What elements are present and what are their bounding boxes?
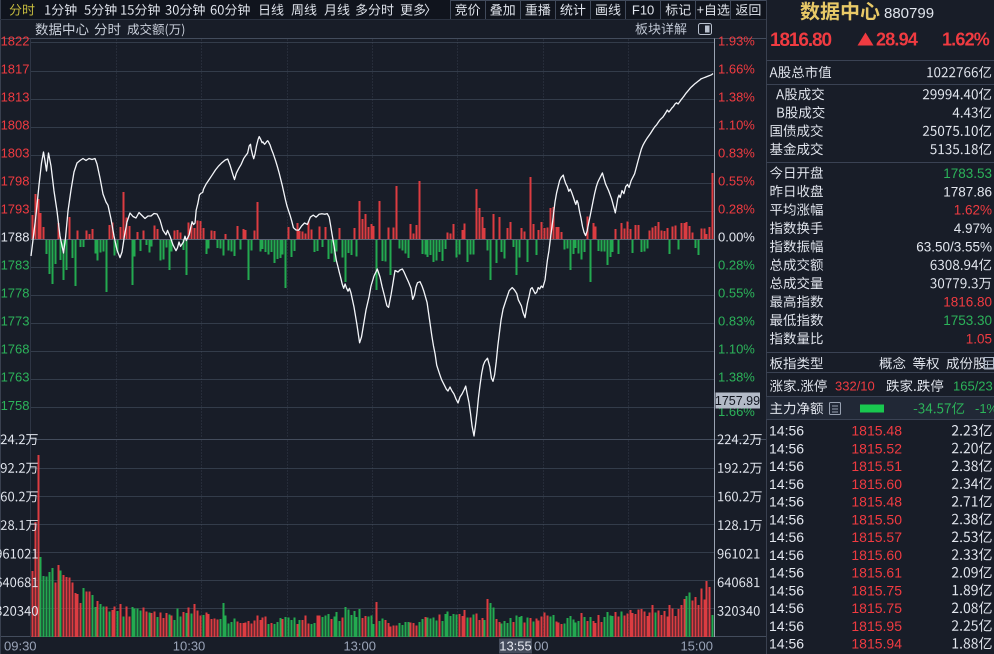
svg-text:14:56: 14:56	[769, 494, 804, 510]
svg-text:09:30: 09:30	[4, 639, 37, 654]
svg-text:F10: F10	[632, 3, 654, 18]
svg-text:1783: 1783	[1, 258, 30, 273]
svg-text:4.97%: 4.97%	[954, 221, 992, 236]
svg-text:1815.94: 1815.94	[851, 636, 902, 652]
svg-text:1773: 1773	[1, 314, 30, 329]
svg-text:14:56: 14:56	[769, 600, 804, 616]
svg-text:13:55: 13:55	[499, 639, 532, 654]
svg-text:1.62%: 1.62%	[954, 203, 992, 218]
svg-text:0.55%: 0.55%	[718, 174, 755, 189]
svg-text:1798: 1798	[1, 174, 30, 189]
svg-text:1763: 1763	[1, 370, 30, 385]
svg-text:332/10: 332/10	[835, 379, 875, 394]
svg-text:1815.48: 1815.48	[851, 494, 902, 510]
svg-text:63.50/3.55%: 63.50/3.55%	[916, 240, 992, 255]
svg-text:15:00: 15:00	[680, 639, 713, 654]
svg-text:1787.86: 1787.86	[943, 184, 992, 199]
svg-text:13:00: 13:00	[343, 639, 376, 654]
svg-text:1815.75: 1815.75	[851, 600, 902, 616]
svg-text:1793: 1793	[1, 202, 30, 217]
svg-text:1768: 1768	[1, 342, 30, 357]
svg-text:14:56: 14:56	[769, 440, 804, 456]
svg-text:1815.48: 1815.48	[851, 423, 902, 439]
svg-text:1815.61: 1815.61	[851, 565, 902, 581]
svg-text:1.05: 1.05	[966, 332, 992, 347]
svg-text:1.10%: 1.10%	[718, 342, 755, 357]
svg-text:14:56: 14:56	[769, 458, 804, 474]
svg-text:1778: 1778	[1, 286, 30, 301]
svg-text:0.83%: 0.83%	[718, 146, 755, 161]
svg-text:1.38%: 1.38%	[718, 370, 755, 385]
svg-text:14:56: 14:56	[769, 476, 804, 492]
svg-text:1817: 1817	[1, 61, 30, 76]
svg-text:00: 00	[534, 639, 548, 654]
svg-text:1758: 1758	[1, 398, 30, 413]
svg-text:1788: 1788	[1, 230, 30, 245]
svg-text:28.94: 28.94	[876, 30, 918, 50]
svg-text:1816.80: 1816.80	[770, 30, 832, 51]
svg-text:14:56: 14:56	[769, 636, 804, 652]
svg-text:14:56: 14:56	[769, 511, 804, 527]
svg-text:1808: 1808	[1, 118, 30, 133]
svg-text:0.28%: 0.28%	[718, 258, 755, 273]
svg-text:-1%: -1%	[975, 401, 994, 416]
svg-text:165/23: 165/23	[953, 379, 993, 394]
svg-text:1813: 1813	[1, 89, 30, 104]
svg-text:1.10%: 1.10%	[718, 118, 755, 133]
svg-text:1815.50: 1815.50	[851, 511, 902, 527]
svg-text:1815.60: 1815.60	[851, 476, 902, 492]
svg-text:1.62%: 1.62%	[942, 30, 990, 50]
svg-text:14:56: 14:56	[769, 618, 804, 634]
svg-text:0.55%: 0.55%	[718, 286, 755, 301]
svg-text:1803: 1803	[1, 146, 30, 161]
svg-text:1.66%: 1.66%	[718, 61, 755, 76]
svg-text:1753.30: 1753.30	[943, 313, 992, 328]
svg-text:10:30: 10:30	[173, 639, 206, 654]
svg-text:14:56: 14:56	[769, 565, 804, 581]
svg-text:0.28%: 0.28%	[718, 202, 755, 217]
svg-text:1783.53: 1783.53	[943, 166, 992, 181]
svg-text:1.38%: 1.38%	[718, 89, 755, 104]
svg-text:14:56: 14:56	[769, 529, 804, 545]
svg-text:14:56: 14:56	[769, 582, 804, 598]
svg-text:14:56: 14:56	[769, 547, 804, 563]
svg-text:1757.99: 1757.99	[715, 394, 760, 408]
svg-text:1815.95: 1815.95	[851, 618, 902, 634]
svg-text:880799: 880799	[884, 5, 934, 22]
svg-text:1822: 1822	[1, 33, 30, 48]
svg-text:1815.75: 1815.75	[851, 582, 902, 598]
svg-text:14:56: 14:56	[769, 423, 804, 439]
svg-text:0.83%: 0.83%	[718, 314, 755, 329]
svg-text:1815.60: 1815.60	[851, 547, 902, 563]
svg-text:1.93%: 1.93%	[718, 33, 755, 48]
svg-text:1815.57: 1815.57	[851, 529, 902, 545]
svg-text:1816.80: 1816.80	[943, 295, 992, 310]
svg-text:0.00%: 0.00%	[718, 230, 755, 245]
svg-text:1815.51: 1815.51	[851, 458, 902, 474]
svg-text:1815.52: 1815.52	[851, 440, 902, 456]
